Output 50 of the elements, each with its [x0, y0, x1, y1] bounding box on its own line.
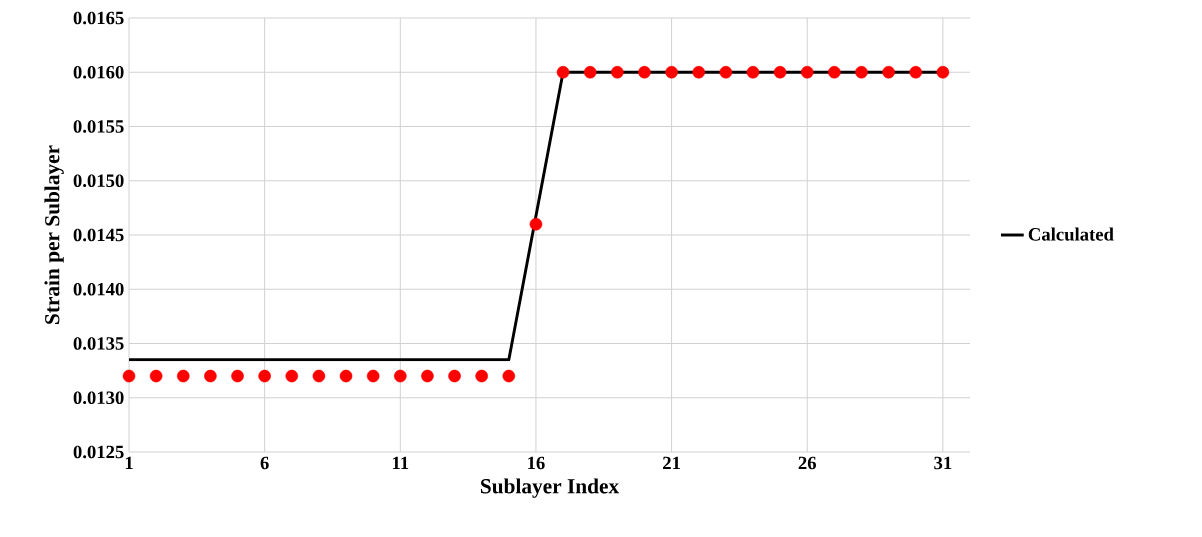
point [502, 369, 516, 383]
point [936, 65, 950, 79]
x-axis-title: Sublayer Index [480, 478, 620, 498]
point [800, 65, 814, 79]
y-axis-title: Strain per Sublayer [44, 145, 64, 324]
point [204, 369, 217, 383]
y-tick-label: 0.0135 [73, 337, 124, 350]
y-tick-label: 0.0160 [73, 65, 124, 79]
x-tick-label: 31 [934, 456, 952, 470]
y-tick-label: 0.0125 [73, 445, 124, 459]
point [177, 369, 190, 383]
point [258, 369, 271, 383]
x-tick-label: 16 [528, 456, 545, 470]
point [285, 369, 299, 383]
x-tick-label: 6 [260, 456, 269, 470]
point [882, 65, 895, 79]
point [909, 65, 923, 79]
point [366, 369, 380, 383]
point [122, 369, 136, 383]
y-tick-label: 0.0145 [73, 228, 124, 242]
point [149, 369, 163, 383]
point [421, 369, 434, 383]
point [231, 369, 244, 383]
point [773, 65, 787, 79]
point [611, 65, 624, 79]
x-tick-label: 11 [392, 456, 409, 470]
point [746, 65, 760, 79]
y-tick-label: 0.0130 [73, 391, 124, 405]
point [475, 369, 488, 383]
legend-label: Calculated [1028, 227, 1114, 241]
point [394, 369, 407, 383]
point [719, 65, 733, 79]
point [638, 65, 651, 79]
x-tick-label: 26 [798, 456, 817, 470]
x-tick-label: 1 [125, 456, 133, 470]
point [583, 65, 597, 79]
point [828, 65, 841, 79]
y-tick-label: 0.0150 [73, 174, 124, 188]
point [665, 65, 678, 79]
point [855, 65, 868, 79]
y-tick-label: 0.0140 [73, 282, 124, 296]
y-tick-label: 0.0155 [73, 120, 124, 133]
point [529, 217, 543, 231]
x-tick-label: 21 [663, 456, 680, 470]
point [448, 369, 461, 383]
point [339, 369, 353, 383]
point [692, 65, 705, 79]
y-tick-label: 0.0165 [73, 11, 124, 25]
point [556, 65, 570, 79]
point [312, 369, 326, 383]
